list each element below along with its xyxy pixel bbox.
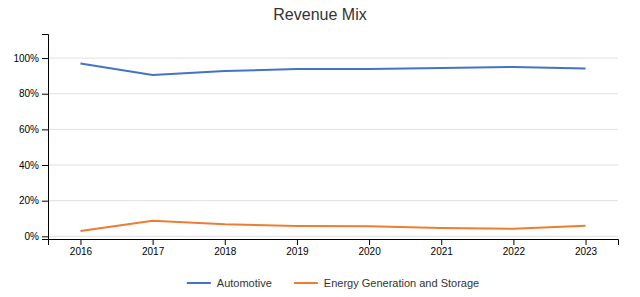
chart: Revenue Mix0%20%40%60%80%100%20162017201… xyxy=(0,0,640,297)
grid-line xyxy=(48,236,618,237)
y-tick: 100% xyxy=(13,53,48,64)
x-tick-mark xyxy=(153,239,154,245)
x-tick-label: 2021 xyxy=(431,246,454,257)
y-tick-mark xyxy=(42,165,48,166)
y-tick-label: 100% xyxy=(13,53,39,64)
legend-swatch xyxy=(294,282,318,284)
grid-line xyxy=(48,129,618,130)
grid-line xyxy=(48,165,618,166)
y-tick-mark xyxy=(42,201,48,202)
y-tick: 20% xyxy=(19,195,48,206)
grid-line xyxy=(48,58,618,59)
lines xyxy=(80,63,585,231)
y-tick-mark xyxy=(42,94,48,95)
x-tick-mark xyxy=(369,239,370,245)
x-axis: 2016 2017 2018 2019 2020 2021 2022 2023 xyxy=(49,239,619,257)
x-tick-mark xyxy=(586,239,587,245)
grid-line xyxy=(48,200,618,201)
x-tick-label: 2019 xyxy=(286,246,309,257)
x-tick-mark xyxy=(80,239,81,245)
y-tick-mark xyxy=(42,129,48,130)
y-tick-mark xyxy=(42,58,48,59)
legend-label: Energy Generation and Storage xyxy=(324,277,479,289)
x-axis-line xyxy=(49,240,619,246)
line xyxy=(80,221,585,231)
grid-line xyxy=(48,93,618,94)
y-tick-label: 20% xyxy=(19,195,39,206)
x-tick-label: 2020 xyxy=(358,246,381,257)
x-tick-label: 2018 xyxy=(214,246,237,257)
x-tick: 2019 xyxy=(286,239,309,257)
legend-item: Automotive xyxy=(187,277,272,289)
x-tick: 2022 xyxy=(503,239,526,257)
y-tick-label: 80% xyxy=(19,88,39,99)
x-tick-mark xyxy=(297,239,298,245)
y-axis-line xyxy=(42,35,49,240)
x-tick: 2017 xyxy=(142,239,165,257)
plot: 0%20%40%60%80%100%2016201720182019202020… xyxy=(13,35,618,258)
x-tick-mark xyxy=(225,239,226,245)
x-tick-label: 2023 xyxy=(575,246,598,257)
y-tick: 60% xyxy=(19,124,48,135)
y-tick-label: 60% xyxy=(19,124,39,135)
y-tick-label: 0% xyxy=(25,231,40,242)
y-tick: 0% xyxy=(25,231,48,242)
line xyxy=(80,63,585,75)
legend-swatch xyxy=(187,282,211,284)
x-tick: 2016 xyxy=(70,239,93,257)
legend: Automotive Energy Generation and Storage xyxy=(187,277,479,289)
y-axis: 0% 20% 40% 60% 80% 100% xyxy=(13,35,48,243)
x-tick-mark xyxy=(441,239,442,245)
y-tick-label: 40% xyxy=(19,160,39,171)
x-tick-label: 2016 xyxy=(70,246,93,257)
y-tick: 80% xyxy=(19,88,48,99)
x-tick-label: 2022 xyxy=(503,246,526,257)
x-tick-label: 2017 xyxy=(142,246,165,257)
x-tick: 2018 xyxy=(214,239,237,257)
grid xyxy=(48,58,618,236)
legend-label: Automotive xyxy=(217,277,272,289)
x-tick: 2021 xyxy=(431,239,454,257)
title: Revenue Mix xyxy=(273,6,366,23)
y-tick: 40% xyxy=(19,160,48,171)
y-tick-mark xyxy=(42,236,48,237)
x-tick: 2020 xyxy=(358,239,381,257)
x-tick: 2023 xyxy=(575,239,598,257)
x-tick-mark xyxy=(513,239,514,245)
legend-item: Energy Generation and Storage xyxy=(294,277,479,289)
